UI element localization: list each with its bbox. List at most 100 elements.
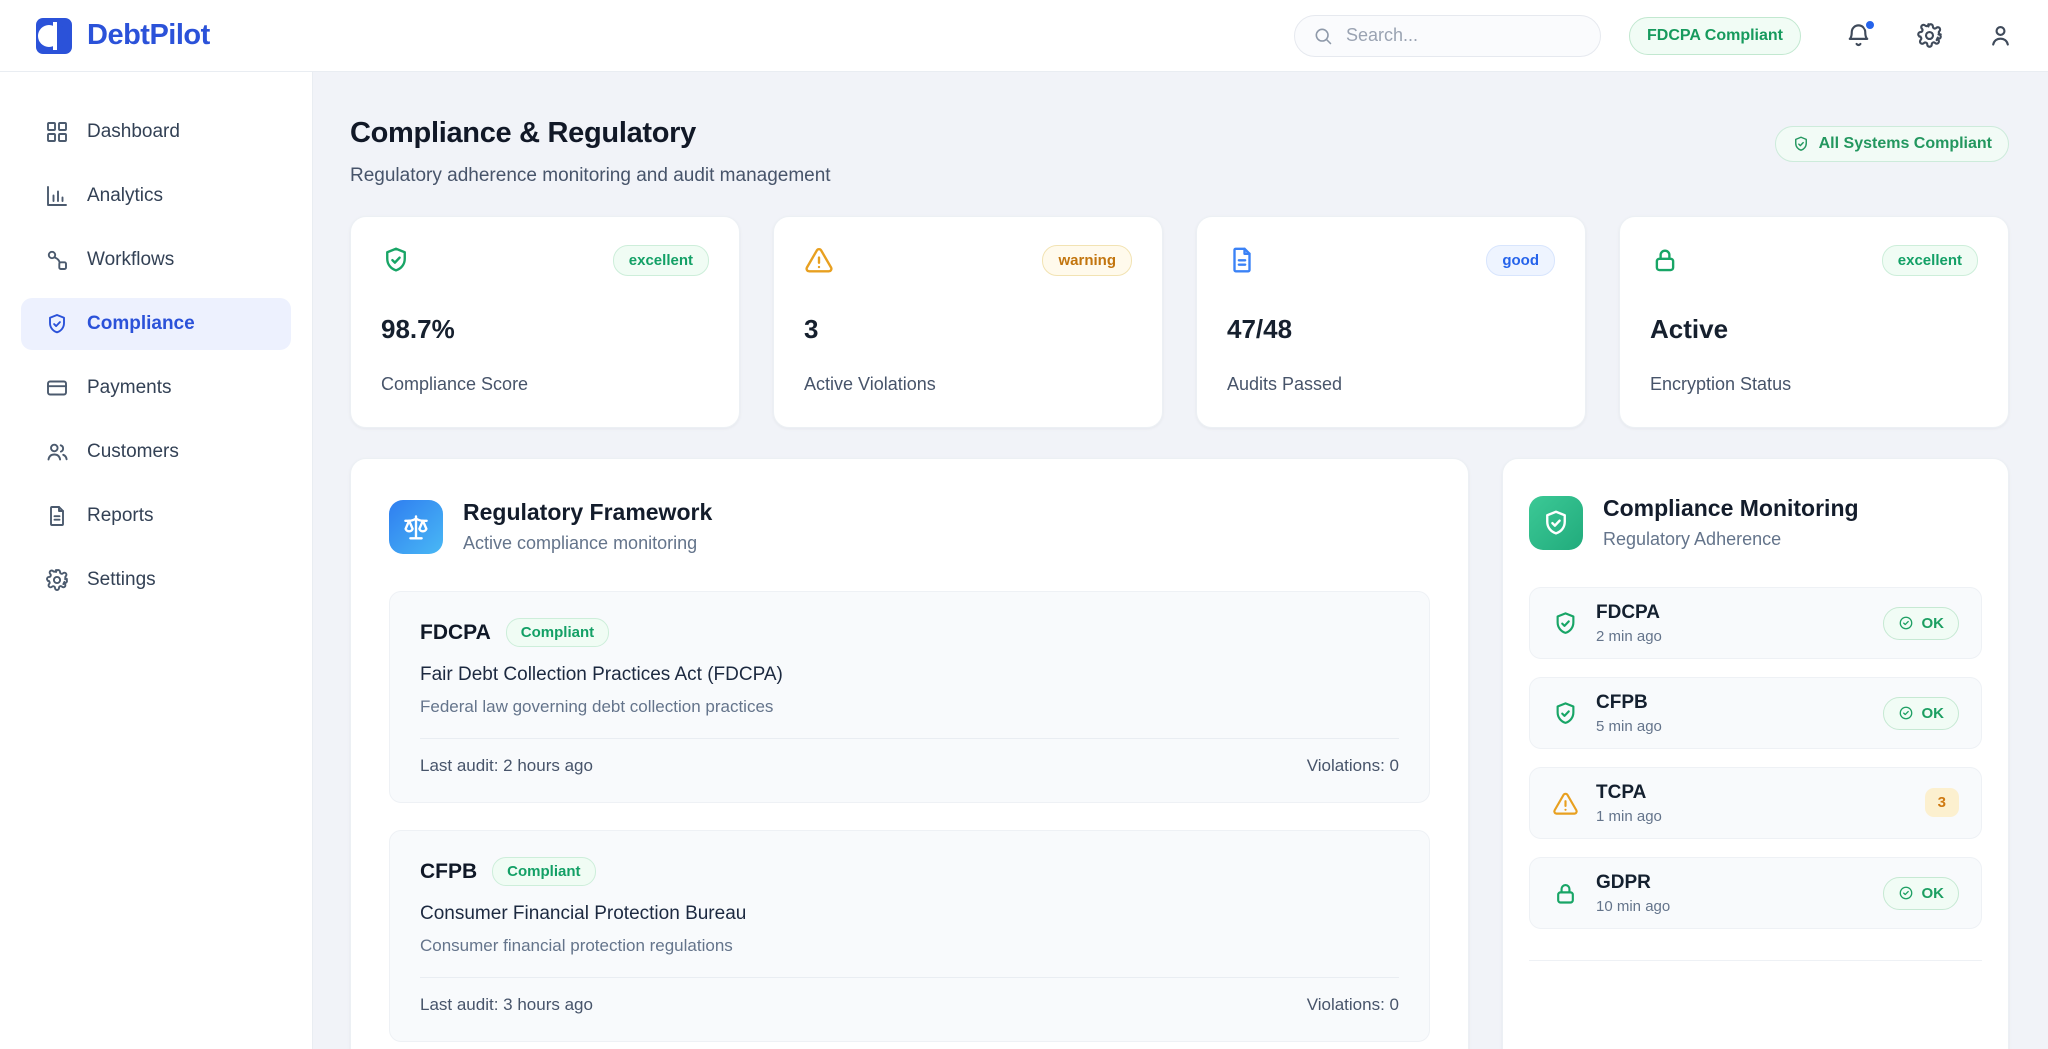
- page-subtitle: Regulatory adherence monitoring and audi…: [350, 165, 831, 186]
- page-title: Compliance & Regulatory: [350, 117, 696, 149]
- panel-title: Regulatory Framework: [463, 499, 713, 525]
- stat-card: good 47/48 Audits Passed: [1196, 216, 1586, 428]
- alert-triangle-icon: [804, 245, 834, 275]
- sidebar-item-analytics[interactable]: Analytics: [21, 170, 291, 222]
- panel-subtitle: Regulatory Adherence: [1603, 529, 1782, 549]
- all-systems-compliant-badge: All Systems Compliant: [1774, 126, 2009, 162]
- sidebar-item-dashboard[interactable]: Dashboard: [21, 106, 291, 158]
- framework-name: Fair Debt Collection Practices Act (FDCP…: [420, 664, 783, 685]
- framework-item[interactable]: FDCPA Compliant Fair Debt Collection Pra…: [389, 591, 1430, 803]
- search-input[interactable]: [1346, 25, 1566, 46]
- sidebar: Dashboard Analytics Workflows Compliance…: [0, 72, 313, 1049]
- regulatory-framework-panel: Regulatory Framework Active compliance m…: [350, 458, 1469, 1049]
- scale-icon: [401, 512, 431, 542]
- bar-chart-icon: [45, 184, 69, 208]
- stat-label: Audits Passed: [1227, 374, 1343, 394]
- framework-description: Federal law governing debt collection pr…: [420, 697, 774, 716]
- search-icon: [1313, 26, 1333, 46]
- monitoring-item[interactable]: GDPR 10 min ago OK: [1529, 857, 1982, 929]
- main-content: Compliance & Regulatory Regulatory adher…: [313, 72, 2048, 1049]
- framework-item[interactable]: CFPB Compliant Consumer Financial Protec…: [389, 830, 1430, 1042]
- monitoring-time: 2 min ago: [1596, 627, 1662, 645]
- monitoring-name: FDCPA: [1596, 601, 1661, 623]
- notifications-button[interactable]: [1845, 19, 1876, 49]
- settings-button[interactable]: [1916, 22, 1943, 49]
- sidebar-item-label: Reports: [87, 505, 154, 526]
- stat-label: Compliance Score: [381, 374, 529, 394]
- framework-status-badge: Compliant: [492, 857, 596, 886]
- stat-card: excellent Active Encryption Status: [1619, 216, 2009, 428]
- monitoring-time: 1 min ago: [1596, 807, 1662, 825]
- sidebar-item-label: Settings: [87, 569, 156, 590]
- account-button[interactable]: [1987, 22, 2014, 49]
- shield-check-icon: [1529, 495, 1583, 550]
- shield-check-icon: [1792, 135, 1810, 153]
- gear-icon: [45, 568, 69, 592]
- stat-card: excellent 98.7% Compliance Score: [350, 216, 740, 428]
- sidebar-item-payments[interactable]: Payments: [21, 362, 291, 414]
- framework-name: Consumer Financial Protection Bureau: [420, 903, 747, 924]
- stat-value: 98.7%: [381, 314, 455, 344]
- stat-value: 47/48: [1227, 314, 1293, 344]
- divider: [420, 738, 1399, 739]
- monitoring-name: GDPR: [1596, 871, 1651, 893]
- sidebar-item-reports[interactable]: Reports: [21, 490, 291, 542]
- sidebar-item-compliance[interactable]: Compliance: [21, 298, 291, 350]
- sidebar-item-workflows[interactable]: Workflows: [21, 234, 291, 286]
- status-badge: excellent: [1881, 245, 1978, 276]
- check-circle-icon: [1898, 615, 1914, 631]
- brand-logo: DebtPilot: [34, 16, 210, 56]
- stat-cards-row: excellent 98.7% Compliance Score warning…: [350, 216, 2009, 428]
- violations-text: Violations: 0: [1306, 995, 1399, 1014]
- stat-value: Active: [1650, 314, 1729, 344]
- app-header: DebtPilot FDCPA Compliant: [0, 0, 2048, 72]
- sidebar-item-label: Workflows: [87, 249, 175, 270]
- sidebar-item-settings[interactable]: Settings: [21, 554, 291, 606]
- status-badge: warning: [1042, 245, 1132, 276]
- lock-icon: [1650, 245, 1680, 275]
- stat-label: Active Violations: [804, 374, 936, 394]
- alert-triangle-icon: [1552, 790, 1579, 817]
- user-icon: [1987, 22, 2014, 49]
- credit-card-icon: [45, 376, 69, 400]
- monitoring-time: 10 min ago: [1596, 897, 1671, 915]
- ok-badge: OK: [1882, 606, 1959, 640]
- status-badge: good: [1486, 245, 1555, 276]
- file-text-icon: [45, 504, 69, 528]
- stat-label: Encryption Status: [1650, 374, 1792, 394]
- stat-value: 3: [804, 314, 819, 344]
- users-icon: [45, 440, 69, 464]
- monitoring-item[interactable]: CFPB 5 min ago OK: [1529, 677, 1982, 749]
- panel-title: Compliance Monitoring: [1603, 495, 1859, 521]
- shield-check-icon: [381, 245, 411, 275]
- workflow-icon: [45, 248, 69, 272]
- divider: [420, 977, 1399, 978]
- shield-check-icon: [1552, 610, 1579, 637]
- compliance-monitoring-panel: Compliance Monitoring Regulatory Adheren…: [1502, 458, 2009, 1049]
- sidebar-item-label: Analytics: [87, 185, 164, 206]
- monitoring-name: CFPB: [1596, 691, 1648, 713]
- monitoring-item[interactable]: FDCPA 2 min ago OK: [1529, 587, 1982, 659]
- bell-icon: [1845, 22, 1872, 49]
- violation-count-badge: 3: [1924, 788, 1959, 817]
- scale-icon: [389, 499, 443, 554]
- framework-code: FDCPA: [420, 620, 491, 644]
- shield-check-icon: [1552, 700, 1579, 727]
- violations-text: Violations: 0: [1306, 756, 1399, 775]
- framework-code: CFPB: [420, 859, 478, 883]
- debtpilot-logo-icon: [36, 17, 72, 54]
- monitoring-time: 5 min ago: [1596, 717, 1662, 735]
- grid-icon: [45, 120, 69, 144]
- monitoring-item[interactable]: TCPA 1 min ago 3: [1529, 767, 1982, 839]
- sidebar-item-label: Payments: [87, 377, 172, 398]
- divider: [1529, 960, 1982, 961]
- gear-icon: [1916, 22, 1943, 49]
- fdcpa-compliant-badge[interactable]: FDCPA Compliant: [1629, 16, 1801, 55]
- monitoring-name: TCPA: [1596, 781, 1647, 803]
- framework-status-badge: Compliant: [505, 618, 610, 647]
- search-box[interactable]: [1294, 14, 1601, 57]
- panel-subtitle: Active compliance monitoring: [463, 533, 698, 553]
- brand-name: DebtPilot: [87, 19, 210, 51]
- sidebar-item-customers[interactable]: Customers: [21, 426, 291, 478]
- stat-card: warning 3 Active Violations: [773, 216, 1163, 428]
